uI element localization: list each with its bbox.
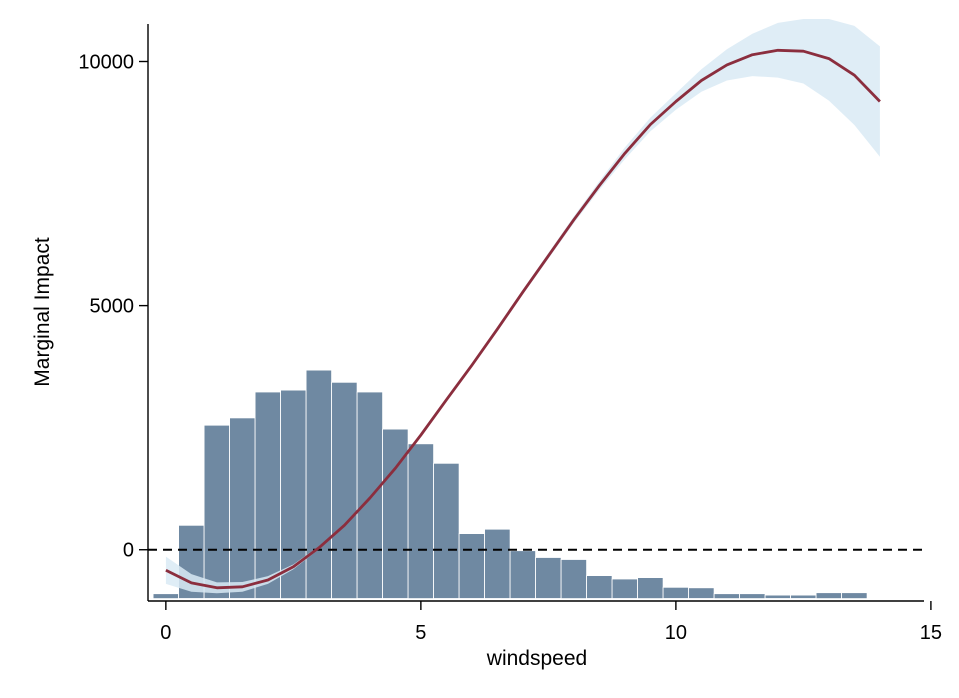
histogram-bar [688, 587, 715, 599]
axes [147, 24, 924, 602]
histogram-bar [611, 578, 638, 599]
histogram-bar [254, 391, 282, 599]
y-axis-title: Marginal Impact [31, 237, 54, 387]
histogram-bar [203, 424, 231, 599]
histogram-bar [560, 559, 587, 599]
y-tick-label: 5000 [90, 296, 135, 318]
histogram-bar [458, 533, 486, 599]
histogram-bar [229, 417, 256, 599]
histogram-bar [152, 593, 180, 600]
histogram-bar [815, 592, 842, 600]
y-tick-label: 0 [123, 540, 134, 562]
ticks: 0 5 10 15 0 5000 10000 [78, 52, 942, 645]
confidence-band [165, 19, 880, 594]
marginal-impact-series [165, 48, 881, 590]
histogram-bar [331, 381, 358, 599]
x-tick-label: 0 [160, 622, 171, 644]
histogram-bar [841, 592, 868, 600]
x-axis-title: windspeed [486, 647, 587, 670]
histogram-bar [433, 462, 460, 599]
histogram-bar [662, 586, 689, 599]
x-tick-label: 5 [415, 622, 426, 644]
y-tick-label: 10000 [78, 52, 134, 74]
x-tick-label: 10 [665, 622, 687, 644]
histogram-bar [509, 550, 537, 599]
confidence-band-area [165, 19, 880, 594]
histogram-bar [764, 594, 791, 599]
histogram-bar [280, 389, 307, 600]
histogram-bar [739, 593, 766, 600]
histogram-bar [790, 594, 817, 599]
x-tick-label: 15 [920, 622, 942, 644]
histogram-bar [637, 577, 664, 599]
marginal-impact-line [165, 48, 881, 590]
histogram-bar [305, 369, 333, 600]
histogram-bar [535, 557, 562, 599]
histogram-bar [713, 593, 740, 600]
histogram-bar [484, 528, 511, 599]
histogram-bar [586, 575, 613, 599]
histogram-bar [407, 443, 435, 599]
histogram-bar [356, 391, 384, 599]
histogram [152, 369, 868, 600]
